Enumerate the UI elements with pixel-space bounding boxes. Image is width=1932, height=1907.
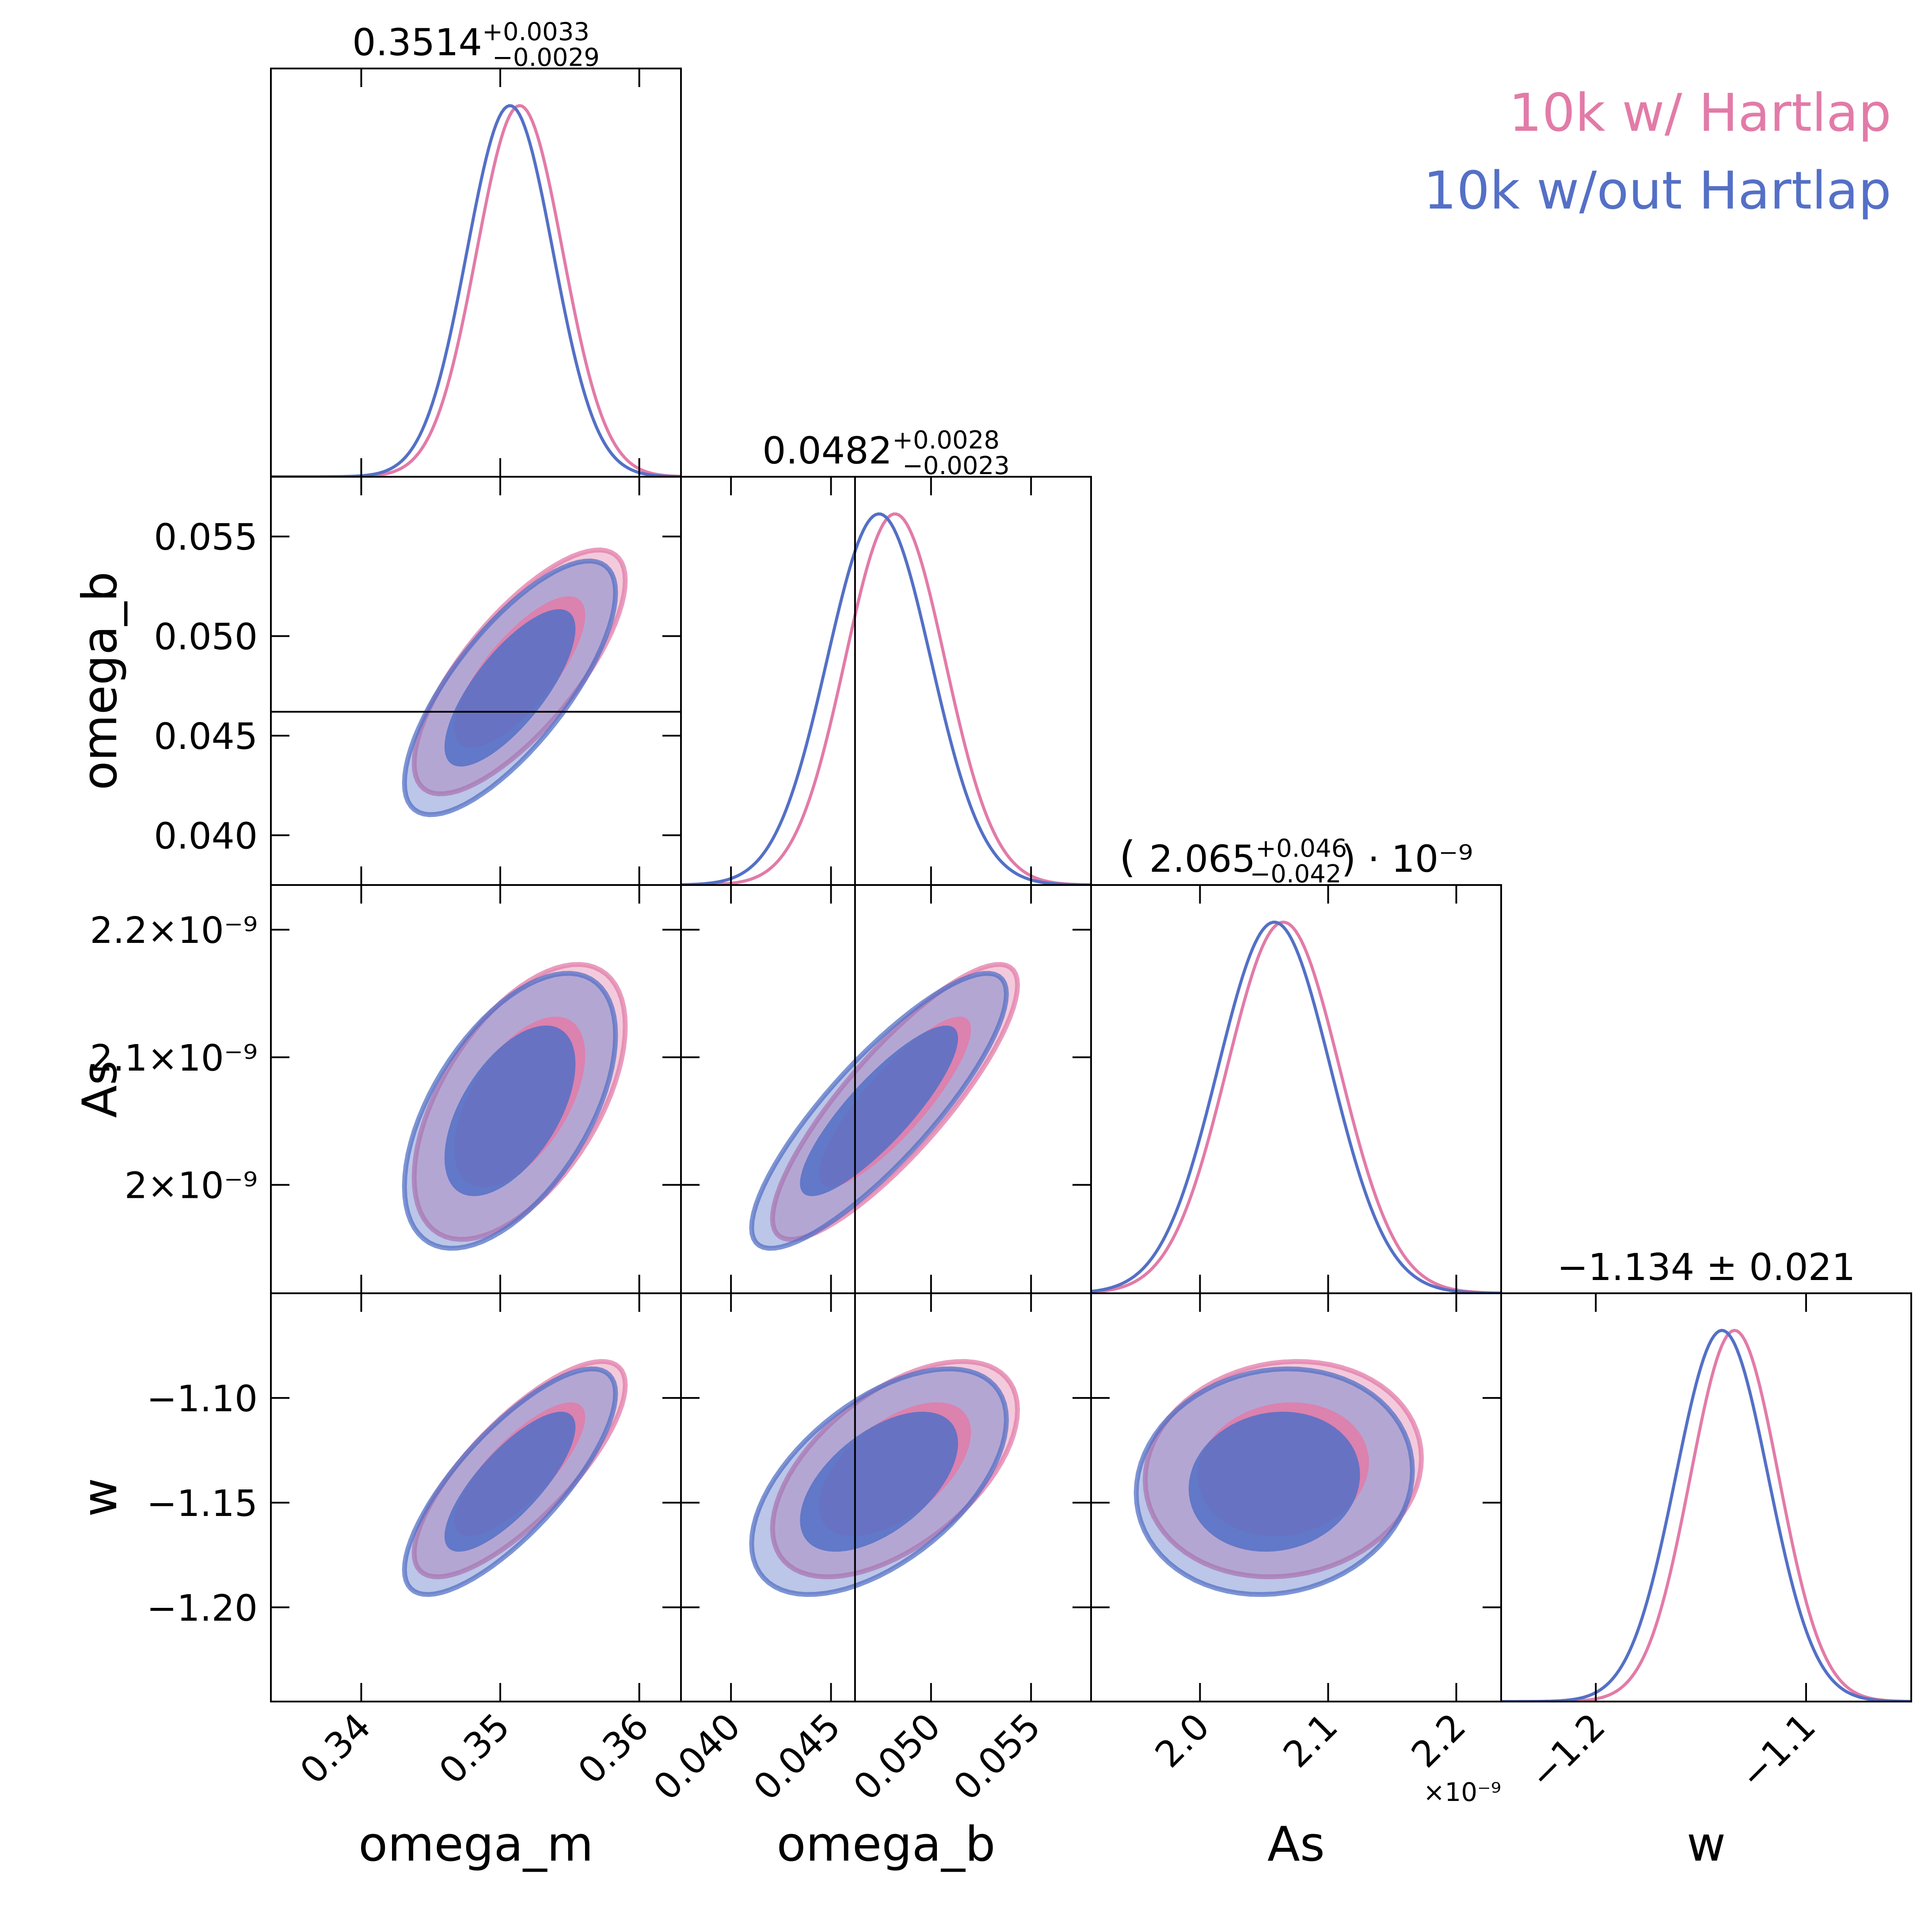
x-tick-label-As: 2.2 <box>1403 1706 1474 1776</box>
contour-68-series-1 <box>800 1412 958 1552</box>
y-tick-label-w: −1.10 <box>147 1378 258 1420</box>
x-tick-label-As: 2.0 <box>1147 1706 1217 1776</box>
title-omega_m: 0.3514+0.0033 −0.0029 <box>352 18 600 72</box>
panel-content <box>749 885 1020 1293</box>
y-tick-label-omega_b: 0.040 <box>154 815 258 857</box>
y-tick-label-omega_b: 0.045 <box>154 716 258 758</box>
panel-content <box>749 1293 1020 1702</box>
legend-entry-hartlap: 10k w/ Hartlap <box>1509 87 1891 139</box>
panel-w-omega_b <box>680 1292 1092 1702</box>
contour-68-series-1 <box>444 609 576 767</box>
x-offset-label-As: ×10⁻⁹ <box>1423 1777 1501 1807</box>
panel-As-As <box>1090 884 1502 1294</box>
panel-frame <box>1500 1292 1912 1702</box>
marginal-omega_m-series-0 <box>271 104 681 477</box>
panel-content <box>271 104 681 477</box>
marginal-omega_b-series-0 <box>681 512 1091 885</box>
title-err-plus: +0.046 <box>1255 834 1347 863</box>
contour-68-series-1 <box>800 1026 958 1197</box>
panels-layer <box>270 68 1912 1702</box>
x-axis-label-omega_m: omega_m <box>358 1817 593 1872</box>
marginal-w-series-0 <box>1501 1329 1911 1702</box>
x-tick-label-omega_b: 0.050 <box>846 1706 949 1808</box>
panel-As-omega_b <box>680 884 1092 1294</box>
panel-content <box>402 1359 628 1597</box>
title-err-plus: +0.0033 <box>482 18 589 46</box>
panel-content <box>1133 1359 1424 1597</box>
legend-label-no-hartlap: 10k w/out Hartlap <box>1423 160 1891 221</box>
x-tick-label-omega_b: 0.055 <box>946 1706 1049 1808</box>
y-tick-label-omega_b: 0.050 <box>154 616 258 658</box>
panel-omega_b-omega_b <box>680 476 1092 886</box>
panel-frame <box>680 476 1092 886</box>
title-value: 2.065 <box>1149 837 1255 881</box>
x-axis-label-omega_b: omega_b <box>776 1817 995 1872</box>
x-tick-label-As: 2.1 <box>1275 1706 1346 1776</box>
title-err-minus: −0.042 <box>1250 860 1341 889</box>
y-axis-label-As: As <box>72 1060 128 1118</box>
y-tick-label-w: −1.15 <box>147 1483 258 1525</box>
title-prefix: ( <box>1119 832 1149 882</box>
marginal-As-series-0 <box>1091 920 1501 1293</box>
title-err-minus: −0.0029 <box>492 43 600 72</box>
x-tick-label-omega_b: 0.040 <box>646 1706 749 1808</box>
title-value: 0.0482 <box>762 429 892 472</box>
x-tick-label-omega_b: 0.045 <box>745 1706 848 1808</box>
panel-frame <box>270 68 682 478</box>
y-axis-label-omega_b: omega_b <box>72 571 128 790</box>
marginal-omega_b-series-1 <box>681 512 1091 885</box>
x-tick-label-omega_m: 0.35 <box>431 1706 518 1792</box>
title-value: 0.3514 <box>352 21 482 64</box>
y-axis-label-w: w <box>72 1478 128 1517</box>
x-axis-label-w: w <box>1687 1817 1726 1872</box>
x-axis-label-As: As <box>1267 1817 1325 1872</box>
contour-68-series-1 <box>1188 1412 1360 1552</box>
marginal-As-series-1 <box>1091 920 1501 1293</box>
marginal-w-series-1 <box>1501 1329 1911 1702</box>
panel-As-omega_m <box>270 884 682 1294</box>
x-tick-label-w: −1.1 <box>1732 1706 1824 1797</box>
x-tick-label-omega_m: 0.36 <box>570 1706 657 1792</box>
x-tick-label-w: −1.2 <box>1521 1706 1613 1797</box>
panel-w-w <box>1500 1292 1912 1702</box>
y-tick-label-As: 2.2×10⁻⁹ <box>90 910 258 952</box>
panel-content <box>271 547 681 817</box>
panel-omega_m-omega_m <box>270 68 682 478</box>
title-err-minus: −0.0023 <box>902 452 1010 480</box>
labels-layer: 0.0550.0500.0450.040omega_b2.2×10⁻⁹2.1×1… <box>72 18 1856 1872</box>
panel-content <box>1091 920 1501 1293</box>
title-omega_b: 0.0482+0.0028 −0.0023 <box>762 426 1010 480</box>
panel-w-omega_m <box>270 1292 682 1702</box>
y-tick-label-omega_b: 0.055 <box>154 517 258 558</box>
legend-entry-no-hartlap: 10k w/out Hartlap <box>1423 164 1891 217</box>
panel-content <box>1501 1329 1911 1702</box>
title-w: −1.134 ± 0.021 <box>1557 1246 1855 1289</box>
title-err-plus: +0.0028 <box>892 426 1000 455</box>
legend-label-hartlap: 10k w/ Hartlap <box>1509 82 1891 143</box>
title-suffix: ) · 10⁻⁹ <box>1342 837 1473 881</box>
y-tick-label-As: 2×10⁻⁹ <box>125 1165 258 1207</box>
y-tick-label-w: −1.20 <box>147 1588 258 1630</box>
panel-content <box>681 477 1091 885</box>
x-tick-label-omega_m: 0.34 <box>292 1706 379 1792</box>
marginal-omega_m-series-1 <box>271 104 681 477</box>
y-tick-label-As: 2.1×10⁻⁹ <box>90 1037 258 1079</box>
title-As: ( 2.065+0.046 −0.042) · 10⁻⁹ <box>1119 832 1473 889</box>
contour-68-series-1 <box>444 1412 576 1552</box>
panel-omega_b-omega_m <box>270 476 682 886</box>
panel-content <box>402 962 628 1251</box>
contour-68-series-1 <box>444 1026 576 1197</box>
panel-w-As <box>1090 1292 1502 1702</box>
